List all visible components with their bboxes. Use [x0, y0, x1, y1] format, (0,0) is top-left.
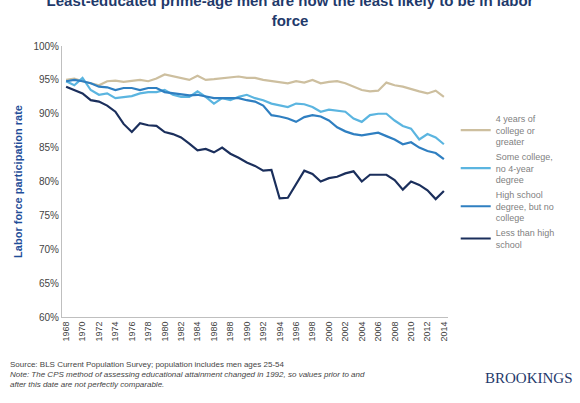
svg-text:Source: BLS Current Population: Source: BLS Current Population Survey; p… [10, 360, 284, 369]
svg-text:BROOKINGS: BROOKINGS [485, 370, 573, 386]
svg-text:2014: 2014 [439, 322, 449, 342]
svg-text:1988: 1988 [225, 322, 235, 342]
svg-text:2002: 2002 [340, 322, 350, 342]
svg-text:90%: 90% [39, 108, 59, 119]
svg-text:1998: 1998 [307, 322, 317, 342]
svg-text:Least-educated prime-age men a: Least-educated prime-age men are now the… [47, 0, 534, 29]
svg-text:80%: 80% [39, 176, 59, 187]
svg-text:1990: 1990 [242, 322, 252, 342]
svg-text:95%: 95% [39, 74, 59, 85]
svg-text:1978: 1978 [143, 322, 153, 342]
svg-text:60%: 60% [39, 312, 59, 323]
svg-text:Some college,no 4-yeardegree: Some college,no 4-yeardegree [496, 152, 553, 185]
svg-text:1984: 1984 [192, 322, 202, 342]
svg-text:1994: 1994 [275, 322, 285, 342]
svg-text:1974: 1974 [110, 322, 120, 342]
svg-text:2000: 2000 [324, 322, 334, 342]
svg-text:Less than highschool: Less than highschool [496, 228, 555, 250]
svg-text:65%: 65% [39, 278, 59, 289]
svg-text:100%: 100% [33, 41, 59, 52]
svg-text:75%: 75% [39, 210, 59, 221]
svg-text:4 years ofcollege orgreater: 4 years ofcollege orgreater [496, 114, 536, 147]
svg-text:High schooldegree, but nocolle: High schooldegree, but nocollege [496, 190, 554, 223]
svg-text:1970: 1970 [77, 322, 87, 342]
svg-text:1982: 1982 [176, 322, 186, 342]
svg-text:1996: 1996 [291, 322, 301, 342]
svg-text:2008: 2008 [390, 322, 400, 342]
svg-text:85%: 85% [39, 142, 59, 153]
svg-text:2010: 2010 [406, 322, 416, 342]
svg-text:1986: 1986 [209, 322, 219, 342]
svg-text:2004: 2004 [357, 322, 367, 342]
svg-text:2012: 2012 [422, 322, 432, 342]
svg-text:1992: 1992 [258, 322, 268, 342]
svg-text:70%: 70% [39, 244, 59, 255]
svg-text:Note: The CPS method of assess: Note: The CPS method of assessing educat… [10, 370, 365, 389]
svg-text:1972: 1972 [94, 322, 104, 342]
svg-text:1968: 1968 [61, 322, 71, 342]
svg-text:1976: 1976 [127, 322, 137, 342]
svg-text:1980: 1980 [160, 322, 170, 342]
svg-text:2006: 2006 [373, 322, 383, 342]
svg-text:Labor force participation rate: Labor force participation rate [12, 105, 24, 258]
